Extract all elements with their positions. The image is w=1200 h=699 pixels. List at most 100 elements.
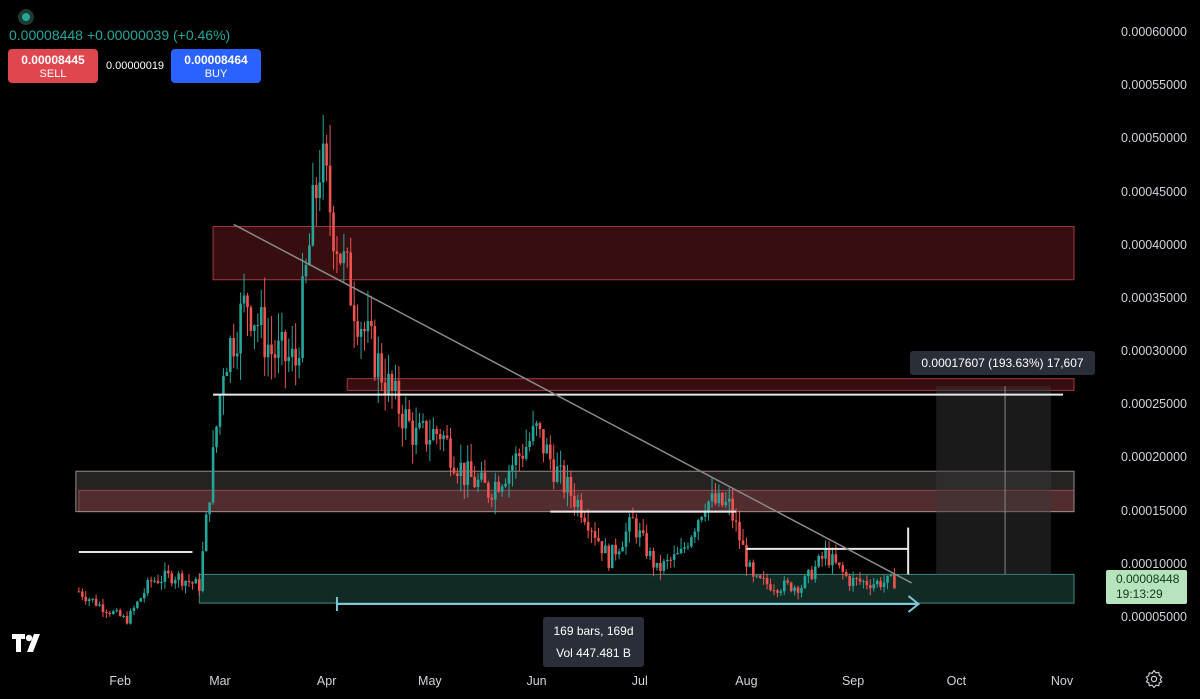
candle-body bbox=[635, 518, 638, 538]
candle-body bbox=[98, 604, 101, 606]
candle-body bbox=[91, 598, 94, 600]
candle-body bbox=[776, 590, 779, 593]
candle-body bbox=[648, 551, 652, 556]
candle-body bbox=[858, 578, 862, 582]
sell-button[interactable]: 0.00008445 SELL bbox=[8, 49, 98, 83]
candle-body bbox=[721, 493, 724, 506]
candle-body bbox=[504, 483, 507, 487]
candle-body bbox=[394, 380, 397, 391]
candle-body bbox=[765, 578, 769, 585]
candle-body bbox=[813, 566, 817, 580]
candle-body bbox=[817, 556, 820, 567]
candle-body bbox=[872, 584, 876, 589]
candle-body bbox=[476, 479, 480, 488]
price-tick-label: 0.00045000 bbox=[1120, 184, 1187, 199]
candle-body bbox=[672, 554, 676, 560]
candle-body bbox=[211, 447, 215, 503]
price-change-readout: 0.00008448 +0.00000039 (+0.46%) bbox=[9, 27, 230, 43]
candle-body bbox=[493, 481, 497, 500]
current-price: 0.00008448 bbox=[1116, 572, 1180, 586]
candle-body bbox=[132, 607, 136, 612]
date-range-arrowhead bbox=[907, 595, 921, 613]
candle-body bbox=[824, 549, 827, 559]
candle-body bbox=[490, 497, 494, 500]
candle-body bbox=[435, 429, 439, 435]
candle-body bbox=[404, 409, 408, 429]
candle-body bbox=[521, 455, 525, 459]
candle-body bbox=[762, 578, 765, 580]
candle-body bbox=[452, 467, 456, 474]
candle-body bbox=[624, 531, 628, 547]
candle-body bbox=[456, 473, 459, 477]
current-price-tag: 0.00008448 19:13:29 bbox=[1106, 570, 1187, 604]
candle-body bbox=[748, 562, 752, 567]
candle-body bbox=[349, 252, 353, 306]
candle-body bbox=[717, 493, 721, 504]
candle-body bbox=[617, 551, 621, 555]
candle-body bbox=[87, 599, 91, 602]
candle-body bbox=[604, 545, 607, 554]
candle-body bbox=[752, 562, 755, 577]
candle-body bbox=[782, 580, 786, 592]
candle-body bbox=[81, 591, 84, 597]
candle-body bbox=[228, 338, 232, 373]
candle-body bbox=[593, 531, 597, 538]
support-zone bbox=[198, 573, 1075, 604]
candle-body bbox=[253, 325, 256, 331]
candle-body bbox=[500, 486, 504, 492]
price-tick-label: 0.00005000 bbox=[1120, 610, 1187, 624]
candle-body bbox=[566, 477, 569, 493]
buy-label: BUY bbox=[204, 68, 228, 80]
candle-body bbox=[332, 212, 335, 252]
tradingview-logo-icon[interactable] bbox=[12, 634, 46, 652]
candle-body bbox=[77, 591, 81, 593]
candle-body bbox=[696, 520, 700, 532]
candle-body bbox=[597, 537, 600, 542]
candle-body bbox=[335, 251, 339, 254]
candle-body bbox=[407, 409, 411, 421]
candle-body bbox=[869, 585, 872, 589]
candle-body bbox=[487, 482, 490, 498]
candle-body bbox=[191, 582, 194, 584]
candle-body bbox=[779, 591, 783, 593]
candle-body bbox=[483, 472, 487, 483]
candle-body bbox=[755, 575, 759, 577]
candle-body bbox=[325, 143, 328, 166]
candle-body bbox=[882, 582, 886, 588]
bar-countdown: 19:13:29 bbox=[1116, 587, 1163, 601]
candle-body bbox=[156, 580, 160, 584]
candle-body bbox=[827, 549, 831, 566]
candle-body bbox=[218, 395, 222, 427]
candle-body bbox=[242, 295, 246, 304]
candle-body bbox=[438, 434, 442, 440]
candle-body bbox=[473, 476, 476, 488]
date-range-label: 169 bars, 169d Vol 447.481 B bbox=[543, 617, 644, 667]
candle-body bbox=[724, 501, 728, 506]
candle-body bbox=[559, 465, 562, 467]
candle-body bbox=[734, 520, 738, 522]
buy-button[interactable]: 0.00008464 BUY bbox=[171, 49, 261, 83]
settings-icon[interactable] bbox=[1145, 670, 1163, 688]
candle-body bbox=[772, 590, 776, 592]
candle-body bbox=[855, 578, 858, 580]
candle-body bbox=[294, 348, 297, 366]
candle-body bbox=[311, 185, 315, 246]
candle-body bbox=[614, 544, 617, 555]
time-tick-label: Jun bbox=[526, 674, 547, 688]
candle-body bbox=[84, 596, 88, 602]
candle-body bbox=[703, 512, 707, 518]
price-tick-label: 0.00010000 bbox=[1120, 556, 1187, 571]
candle-body bbox=[198, 579, 201, 591]
candle-body bbox=[249, 307, 253, 331]
price-tick-label: 0.00025000 bbox=[1120, 397, 1187, 412]
time-tick-label: Feb bbox=[109, 674, 131, 688]
candle-body bbox=[796, 587, 800, 593]
candle-body bbox=[266, 344, 270, 358]
candle-body bbox=[889, 574, 893, 576]
candle-body bbox=[875, 580, 879, 585]
price-tick-label: 0.00030000 bbox=[1120, 344, 1187, 359]
candle-body bbox=[621, 546, 624, 552]
candle-body bbox=[507, 470, 511, 484]
candle-body bbox=[239, 303, 242, 354]
